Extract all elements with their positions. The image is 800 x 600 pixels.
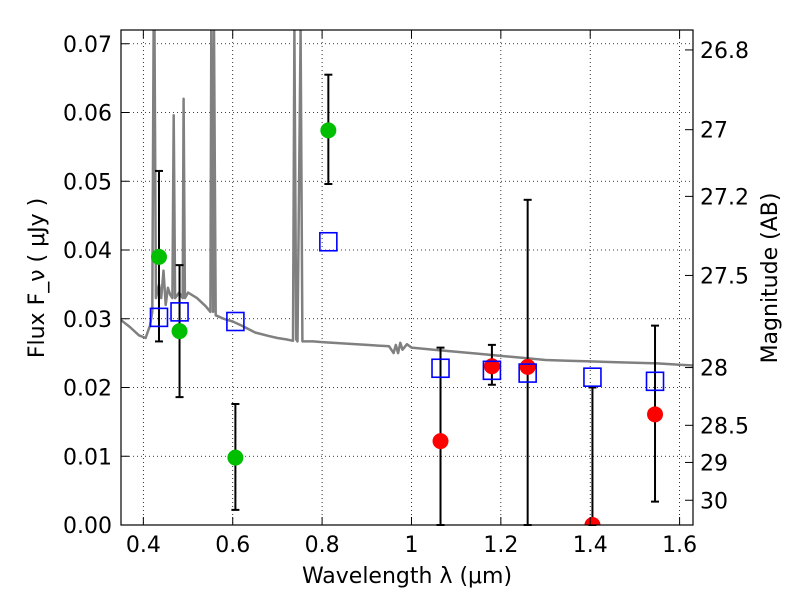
- x-tick-label: 1.6: [662, 533, 697, 558]
- x-tick-label: 1.4: [573, 533, 608, 558]
- x-axis-label: Wavelength λ (μm): [302, 564, 512, 589]
- axis-ticks: 0.4 0.6 0.8 1 1.2 1.4 1.6 0.00 0.01 0.02 0.03 0.04 0…: [63, 30, 749, 558]
- right-axis-label: Magnitude (AB): [758, 193, 783, 364]
- markers-layer: [149, 122, 665, 525]
- model-photometry-square: [645, 371, 665, 392]
- model-spectrum-layer: [121, 30, 693, 367]
- y-tick-label: 0.07: [63, 33, 112, 58]
- model-photometry-square: [226, 311, 245, 332]
- red-data-point: [647, 406, 664, 423]
- right-tick-label: 26.8: [700, 39, 749, 64]
- y-tick-label: 0.05: [63, 170, 112, 195]
- plot-frame: [120, 29, 694, 526]
- right-tick-label: 27.2: [700, 185, 749, 210]
- right-tick-label: 27: [700, 119, 728, 144]
- model-photometry-square: [170, 302, 189, 322]
- right-tick-label: 29: [700, 451, 728, 476]
- model-photometry-square: [431, 358, 450, 379]
- right-tick-label: 30: [700, 489, 728, 514]
- right-tick-label: 28.5: [700, 414, 749, 439]
- right-tick-label: 27.5: [700, 264, 749, 289]
- green-data-point: [171, 323, 188, 340]
- model-photometry-square: [149, 307, 169, 328]
- y-tick-label: 0.06: [63, 102, 112, 127]
- grid-lines: [121, 30, 693, 526]
- y-tick-label: 0.03: [63, 308, 112, 333]
- y-tick-label: 0.02: [63, 377, 112, 402]
- red-data-point: [584, 517, 601, 525]
- red-data-point: [483, 358, 500, 375]
- y-tick-label: 0.04: [63, 239, 112, 264]
- x-tick-label: 0.4: [126, 533, 161, 558]
- green-data-point: [150, 248, 167, 265]
- model-photometry-square: [319, 231, 338, 252]
- x-tick-label: 0.8: [305, 533, 340, 558]
- x-tick-label: 1: [404, 533, 418, 558]
- model-photometry-square: [583, 367, 602, 387]
- red-data-point: [519, 358, 536, 375]
- green-data-point: [320, 122, 337, 139]
- x-tick-label: 0.6: [215, 533, 250, 558]
- y-tick-label: 0.00: [63, 514, 112, 539]
- y-tick-label: 0.01: [63, 445, 112, 470]
- model-photometry-square: [482, 360, 502, 381]
- red-data-point: [432, 433, 449, 450]
- model-photometry-square: [518, 363, 537, 383]
- model-spectrum-line: [121, 30, 693, 367]
- right-tick-label: 28: [700, 357, 728, 382]
- y-axis-label: Flux F_ν ( μJy ): [25, 198, 50, 358]
- x-tick-label: 1.2: [483, 533, 518, 558]
- green-data-point: [227, 449, 244, 466]
